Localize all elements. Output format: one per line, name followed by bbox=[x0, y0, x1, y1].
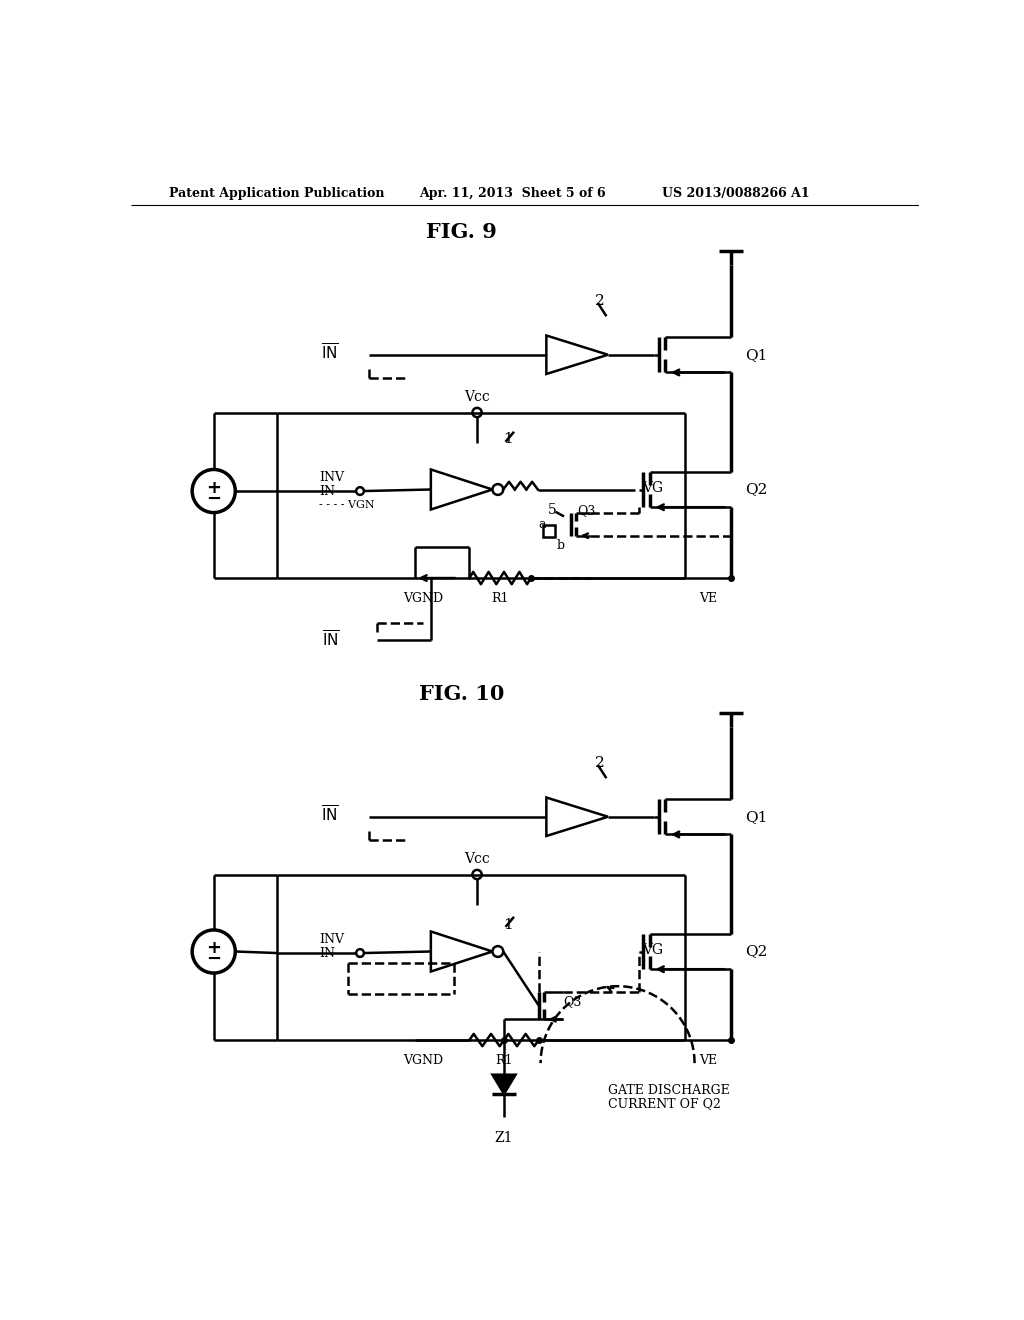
Text: VGND: VGND bbox=[403, 591, 443, 605]
Text: 2: 2 bbox=[595, 294, 605, 308]
Text: IN: IN bbox=[319, 946, 335, 960]
Text: 1: 1 bbox=[503, 433, 513, 446]
Text: −: − bbox=[206, 490, 221, 508]
Text: INV: INV bbox=[319, 471, 344, 484]
Text: Q2: Q2 bbox=[745, 945, 767, 958]
Text: Q3: Q3 bbox=[563, 995, 582, 1008]
Polygon shape bbox=[493, 1074, 515, 1094]
Text: Q1: Q1 bbox=[745, 809, 767, 824]
Text: VE: VE bbox=[699, 1053, 717, 1067]
Text: Apr. 11, 2013  Sheet 5 of 6: Apr. 11, 2013 Sheet 5 of 6 bbox=[419, 186, 606, 199]
Text: b: b bbox=[556, 539, 564, 552]
Text: VG: VG bbox=[643, 942, 664, 957]
Text: a: a bbox=[539, 519, 546, 532]
Text: $\overline{\mathrm{IN}}$: $\overline{\mathrm{IN}}$ bbox=[323, 630, 340, 649]
Text: R1: R1 bbox=[496, 1053, 513, 1067]
Text: $\overline{\mathrm{IN}}$: $\overline{\mathrm{IN}}$ bbox=[321, 805, 339, 825]
Text: −: − bbox=[206, 950, 221, 968]
Text: 2: 2 bbox=[595, 756, 605, 770]
Text: INV: INV bbox=[319, 933, 344, 946]
Text: Q3: Q3 bbox=[578, 504, 596, 517]
Text: Vcc: Vcc bbox=[464, 391, 489, 404]
Text: +: + bbox=[206, 479, 221, 496]
Text: - - - - VGN: - - - - VGN bbox=[319, 500, 375, 510]
Text: IN: IN bbox=[319, 484, 335, 498]
Text: VG: VG bbox=[643, 480, 664, 495]
Text: Patent Application Publication: Patent Application Publication bbox=[169, 186, 385, 199]
Text: +: + bbox=[206, 940, 221, 957]
Text: Q1: Q1 bbox=[745, 347, 767, 362]
Text: 1: 1 bbox=[503, 917, 513, 932]
Text: VGND: VGND bbox=[403, 1053, 443, 1067]
Text: US 2013/0088266 A1: US 2013/0088266 A1 bbox=[662, 186, 810, 199]
Text: FIG. 9: FIG. 9 bbox=[426, 222, 497, 242]
Text: $\overline{\mathrm{IN}}$: $\overline{\mathrm{IN}}$ bbox=[321, 343, 339, 363]
Text: Vcc: Vcc bbox=[464, 853, 489, 866]
Text: 5: 5 bbox=[548, 503, 557, 516]
Text: Q2: Q2 bbox=[745, 483, 767, 496]
Bar bbox=[543, 525, 555, 537]
Text: VE: VE bbox=[699, 591, 717, 605]
Text: Z1: Z1 bbox=[495, 1131, 513, 1144]
Text: CURRENT OF Q2: CURRENT OF Q2 bbox=[608, 1097, 721, 1110]
Text: R1: R1 bbox=[492, 591, 509, 605]
Text: FIG. 10: FIG. 10 bbox=[419, 684, 505, 704]
Text: GATE DISCHARGE: GATE DISCHARGE bbox=[608, 1084, 730, 1097]
